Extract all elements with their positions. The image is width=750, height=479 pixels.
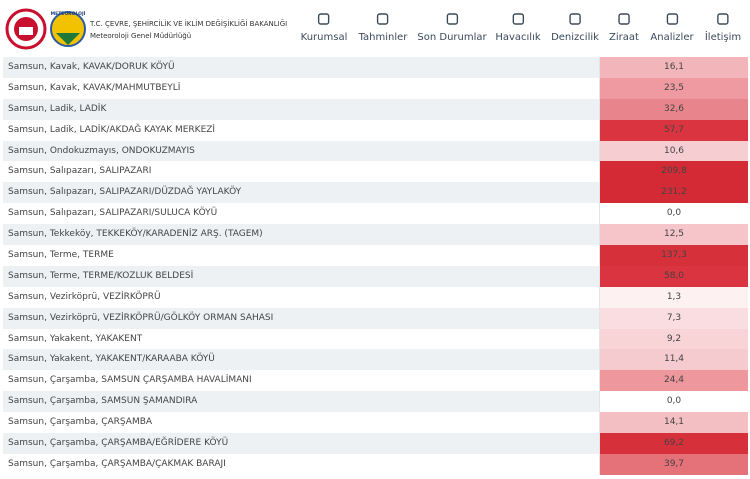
nav-icon <box>377 13 389 25</box>
table-row: Samsun, Kavak, KAVAK/DORUK KÖYÜ 16,1 <box>3 57 748 78</box>
precipitation: 7,3 <box>599 307 748 329</box>
nav-icon <box>717 13 729 25</box>
table-row: Samsun, Vezirköprü, VEZİRKÖPRÜ/GÖLKÖY OR… <box>3 307 748 329</box>
precipitation: 209,8 <box>599 161 748 183</box>
station: Samsun, Ondokuzmayıs, ONDOKUZMAYIS <box>8 145 195 156</box>
nav-item[interactable]: Analizler <box>650 12 694 43</box>
nav-label: Kurumsal <box>300 32 348 43</box>
station: Samsun, Çarşamba, ÇARŞAMBA/ÇAKMAK BARAJI <box>8 458 226 469</box>
station: Samsun, Salıpazarı, SALIPAZARI/SULUCA KÖ… <box>8 208 218 219</box>
table-row: Samsun, Ladik, LADİK 32,6 <box>3 98 748 120</box>
logos: METEOROLOJİ <box>5 8 86 50</box>
table-row: Samsun, Çarşamba, ÇARŞAMBA/ÇAKMAK BARAJI… <box>3 453 748 475</box>
nav-item[interactable]: Denizcilik <box>551 12 599 43</box>
station: Samsun, Yakakent, YAKAKENT/KARAABA KÖYÜ <box>8 354 215 365</box>
table-row: Samsun, Salıpazarı, SALIPAZARI 209,8 <box>3 161 748 183</box>
table-row: Samsun, Salıpazarı, SALIPAZARI/SULUCA KÖ… <box>3 203 748 225</box>
station: Samsun, Vezirköprü, VEZİRKÖPRÜ/GÖLKÖY OR… <box>8 312 274 323</box>
table-row: Samsun, Çarşamba, SAMSUN ÇARŞAMBA HAVALİ… <box>3 370 748 392</box>
precipitation: 32,6 <box>599 98 748 120</box>
precipitation: 12,5 <box>599 224 748 246</box>
precipitation: 11,4 <box>599 349 748 371</box>
nav-icon <box>446 13 458 25</box>
nav-label: Son Durumlar <box>417 32 487 43</box>
precipitation: 24,4 <box>599 370 748 392</box>
table-row: Samsun, Terme, TERME 137,3 <box>3 245 748 266</box>
ministry: T.C. ÇEVRE, ŞEHİRCİLİK VE İKLİM DEĞİŞİKL… <box>90 20 288 28</box>
station: Samsun, Yakakent, YAKAKENT <box>8 333 143 344</box>
precipitation: 14,1 <box>599 412 748 434</box>
nav-label: İletişim <box>704 32 742 43</box>
table-row: Samsun, Yakakent, YAKAKENT/KARAABA KÖYÜ 1… <box>3 349 748 371</box>
table-row: Samsun, Salıpazarı, SALIPAZARI/DÜZDAĞ YA… <box>3 182 748 204</box>
nav-item[interactable]: Kurumsal <box>300 12 348 43</box>
precipitation: 16,1 <box>599 57 748 78</box>
precipitation: 10,6 <box>599 140 748 162</box>
nav-label: Analizler <box>650 32 694 43</box>
station: Samsun, Ladik, LADİK <box>8 103 107 114</box>
nav-icon <box>512 13 524 25</box>
precipitation: 69,2 <box>599 433 748 454</box>
precipitation: 39,7 <box>599 453 748 475</box>
table-row: Samsun, Terme, TERME/KOZLUK BELDESİ 58,0 <box>3 265 748 287</box>
table: Samsun, Kavak, KAVAK/DORUK KÖYÜ 16,1 Samsu… <box>3 57 748 475</box>
nav-item[interactable]: Tahminler <box>358 12 408 43</box>
precipitation: 58,0 <box>599 265 748 287</box>
nav-icon <box>666 13 678 25</box>
nav-item[interactable]: İletişim <box>705 12 741 43</box>
precipitation: 9,2 <box>599 328 748 350</box>
nav-icon <box>569 13 581 25</box>
table-row: Samsun, Çarşamba, SAMSUN ŞAMANDIRA 0,0 <box>3 391 748 413</box>
station: Samsun, Çarşamba, SAMSUN ÇARŞAMBA HAVALİ… <box>8 375 252 386</box>
agency: Meteoroloji Genel Müdürlüğü <box>90 32 192 40</box>
precipitation: 1,3 <box>599 286 748 308</box>
station: Samsun, Terme, TERME <box>8 250 114 261</box>
table-row: Samsun, Kavak, KAVAK/MAHMUTBEYLİ 23,5 <box>3 77 748 99</box>
station: Samsun, Çarşamba, SAMSUN ŞAMANDIRA <box>8 396 198 407</box>
nav-item[interactable]: Ziraat <box>609 12 639 43</box>
nav-icon <box>318 13 330 25</box>
precipitation: 231,2 <box>599 182 748 204</box>
station: Samsun, Salıpazarı, SALIPAZARI <box>8 166 152 177</box>
logo-text: METEOROLOJİ <box>51 10 86 17</box>
table-row: Samsun, Çarşamba, ÇARŞAMBA 14,1 <box>3 412 748 434</box>
precipitation: 0,0 <box>599 391 748 413</box>
station: Samsun, Terme, TERME/KOZLUK BELDESİ <box>8 270 194 281</box>
station: Samsun, Kavak, KAVAK/DORUK KÖYÜ <box>8 62 175 72</box>
nav-label: Havacılık <box>495 32 541 43</box>
nav-label: Denizcilik <box>551 32 599 43</box>
nav-item[interactable]: Havacılık <box>495 12 541 43</box>
nav-item[interactable]: Son Durumlar <box>417 12 487 43</box>
precipitation: 137,3 <box>599 245 748 266</box>
precipitation: 57,7 <box>599 119 748 141</box>
table-row: Samsun, Tekkeköy, TEKKEKÖY/KARADENİZ ARŞ… <box>3 224 748 246</box>
header: METEOROLOJİ T.C. ÇEVRE, ŞEHİRCİLİK VE İK… <box>0 0 750 57</box>
station: Samsun, Salıpazarı, SALIPAZARI/DÜZDAĞ YA… <box>8 187 242 198</box>
precipitation: 23,5 <box>599 77 748 99</box>
station: Samsun, Çarşamba, ÇARŞAMBA <box>8 417 153 428</box>
table-row: Samsun, Ondokuzmayıs, ONDOKUZMAYIS 10,6 <box>3 140 748 162</box>
table-row: Samsun, Çarşamba, ÇARŞAMBA/EĞRİDERE KÖYÜ… <box>3 433 748 454</box>
table-row: Samsun, Yakakent, YAKAKENT 9,2 <box>3 328 748 350</box>
station: Samsun, Çarşamba, ÇARŞAMBA/EĞRİDERE KÖYÜ <box>8 438 229 449</box>
table-row: Samsun, Ladik, LADİK/AKDAĞ KAYAK MERKEZİ… <box>3 119 748 141</box>
nav-label: Ziraat <box>609 32 639 43</box>
station: Samsun, Tekkeköy, TEKKEKÖY/KARADENİZ ARŞ… <box>8 229 263 240</box>
station: Samsun, Ladik, LADİK/AKDAĞ KAYAK MERKEZİ <box>8 124 216 135</box>
precipitation: 0,0 <box>599 203 748 225</box>
table-row: Samsun, Vezirköprü, VEZİRKÖPRÜ 1,3 <box>3 286 748 308</box>
station: Samsun, Vezirköprü, VEZİRKÖPRÜ <box>8 291 161 302</box>
station: Samsun, Kavak, KAVAK/MAHMUTBEYLİ <box>8 82 181 93</box>
nav-icon <box>618 13 630 25</box>
nav-label: Tahminler <box>358 32 408 43</box>
